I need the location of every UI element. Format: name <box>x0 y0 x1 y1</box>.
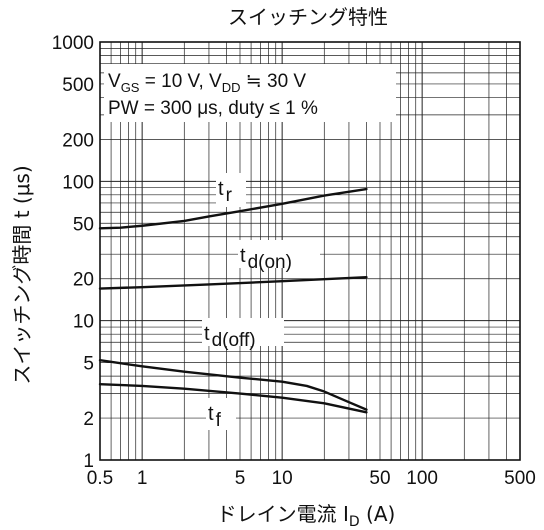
conditions-line-1: VGS = 10 V, VDD ≒ 30 V <box>108 71 306 95</box>
x-tick-label: 500 <box>504 468 536 489</box>
y-tick-label: 5 <box>83 354 94 375</box>
series-group <box>98 187 368 414</box>
x-tick-labels: 0.5 1 5 10 50 100 500 <box>87 468 536 489</box>
series-label-background <box>216 173 246 207</box>
x-tick-label: 0.5 <box>87 468 113 489</box>
chart-title: スイッチング特性 <box>228 5 388 29</box>
plot-frame <box>99 41 521 461</box>
conditions-background <box>104 64 396 122</box>
y-axis-label: スイッチング時間 t (μs) <box>10 165 34 384</box>
x-tick-label: 10 <box>272 468 293 489</box>
series-label-tdoff: t d(off) <box>204 323 256 351</box>
series-line-tf <box>98 382 368 414</box>
conditions-box: VGS = 10 V, VDD ≒ 30 V PW = 300 μs, duty … <box>104 64 396 122</box>
conditions-line-2: PW = 300 μs, duty ≤ 1 % <box>108 98 318 119</box>
series-label-background <box>202 318 284 346</box>
x-tick-label: 5 <box>235 468 246 489</box>
x-tick-label: 100 <box>406 468 438 489</box>
series-label-background <box>206 398 236 430</box>
series-line-tr <box>98 187 368 230</box>
y-tick-label: 50 <box>73 214 94 235</box>
series-labels: t r t d(on) t d(off) t f <box>202 173 320 431</box>
y-tick-label: 10 <box>73 312 94 333</box>
y-tick-label: 20 <box>73 270 94 291</box>
y-tick-label: 100 <box>62 172 94 193</box>
series-line-tdoff <box>98 359 368 411</box>
x-axis-label: ドレイン電流 ID (A) <box>217 502 396 530</box>
series-line-tdon <box>98 276 368 290</box>
y-tick-label: 500 <box>62 75 94 96</box>
series-label-background <box>238 240 320 268</box>
y-tick-label: 2 <box>83 409 94 430</box>
y-tick-label: 200 <box>62 130 94 151</box>
series-label-tdon: t d(on) <box>240 245 292 273</box>
x-tick-label: 1 <box>137 468 148 489</box>
x-tick-label: 50 <box>369 468 390 489</box>
y-tick-label: 1 <box>83 451 94 472</box>
y-tick-labels: 1 2 5 10 20 50 100 200 500 1000 <box>52 33 94 472</box>
y-tick-label: 1000 <box>52 33 94 54</box>
